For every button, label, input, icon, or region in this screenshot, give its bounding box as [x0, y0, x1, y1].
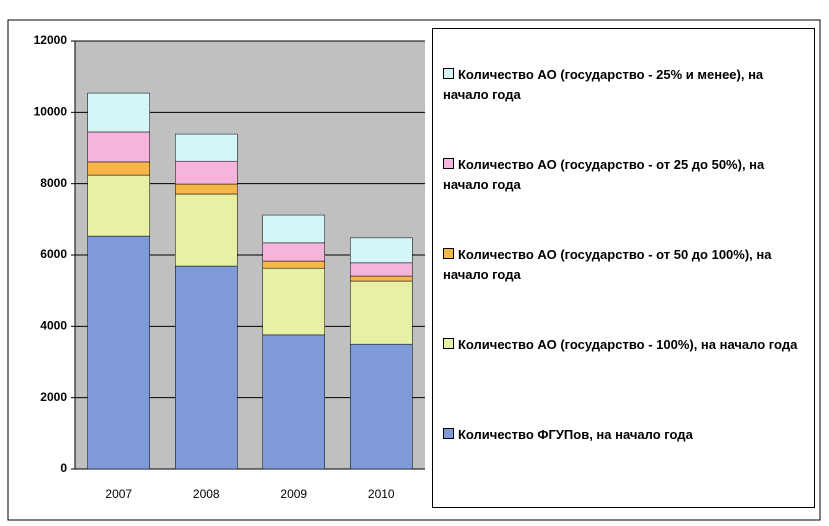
bar-segment [175, 160, 238, 185]
bar-segment [175, 193, 238, 267]
bar-segment [350, 262, 413, 277]
bar-segment [87, 92, 150, 133]
legend-label: Количество ФГУПов, на начало года [458, 427, 693, 442]
bar-segment [262, 242, 325, 262]
bar-segment [87, 131, 150, 163]
bar-segment [262, 260, 325, 269]
legend-swatch [443, 158, 454, 169]
y-tick-label: 0 [60, 461, 67, 475]
legend-swatch [443, 338, 454, 349]
legend-swatch [443, 248, 454, 259]
bar-segment [175, 133, 238, 162]
legend-label: Количество АО (государство - 100%), на н… [458, 337, 798, 352]
legend-swatch [443, 68, 454, 79]
bar-segment [350, 343, 413, 470]
x-tick-label: 2008 [193, 487, 220, 501]
bar-segment [175, 265, 238, 470]
legend-item: Количество АО (государство - 25% и менее… [443, 65, 803, 105]
bar-segment [350, 237, 413, 264]
x-tick-label: 2009 [280, 487, 307, 501]
bar-segment [262, 334, 325, 470]
y-tick-label: 12000 [34, 33, 68, 47]
x-tick-label: 2010 [368, 487, 395, 501]
legend-item: Количество ФГУПов, на начало года [443, 425, 803, 445]
bar-segment [87, 174, 150, 237]
y-tick-label: 8000 [40, 176, 67, 190]
legend-item: Количество АО (государство - от 25 до 50… [443, 155, 803, 195]
legend-label: Количество АО (государство - от 50 до 10… [443, 247, 772, 282]
bar-segment [87, 235, 150, 470]
legend-label: Количество АО (государство - 25% и менее… [443, 67, 764, 102]
bar-segment [350, 280, 413, 345]
legend-label: Количество АО (государство - от 25 до 50… [443, 157, 765, 192]
y-tick-label: 6000 [40, 247, 67, 261]
bar-segment [262, 267, 325, 336]
bar-segment [262, 214, 325, 244]
bar-segment [175, 183, 238, 195]
legend-swatch [443, 428, 454, 439]
legend: Количество АО (государство - 25% и менее… [432, 28, 815, 508]
y-tick-label: 4000 [40, 319, 67, 333]
legend-item: Количество АО (государство - 100%), на н… [443, 335, 803, 355]
bar-segment [87, 161, 150, 176]
y-tick-label: 10000 [34, 105, 68, 119]
x-tick-label: 2007 [105, 487, 132, 501]
y-tick-label: 2000 [40, 390, 67, 404]
bar-segment [350, 275, 413, 282]
legend-item: Количество АО (государство - от 50 до 10… [443, 245, 803, 285]
